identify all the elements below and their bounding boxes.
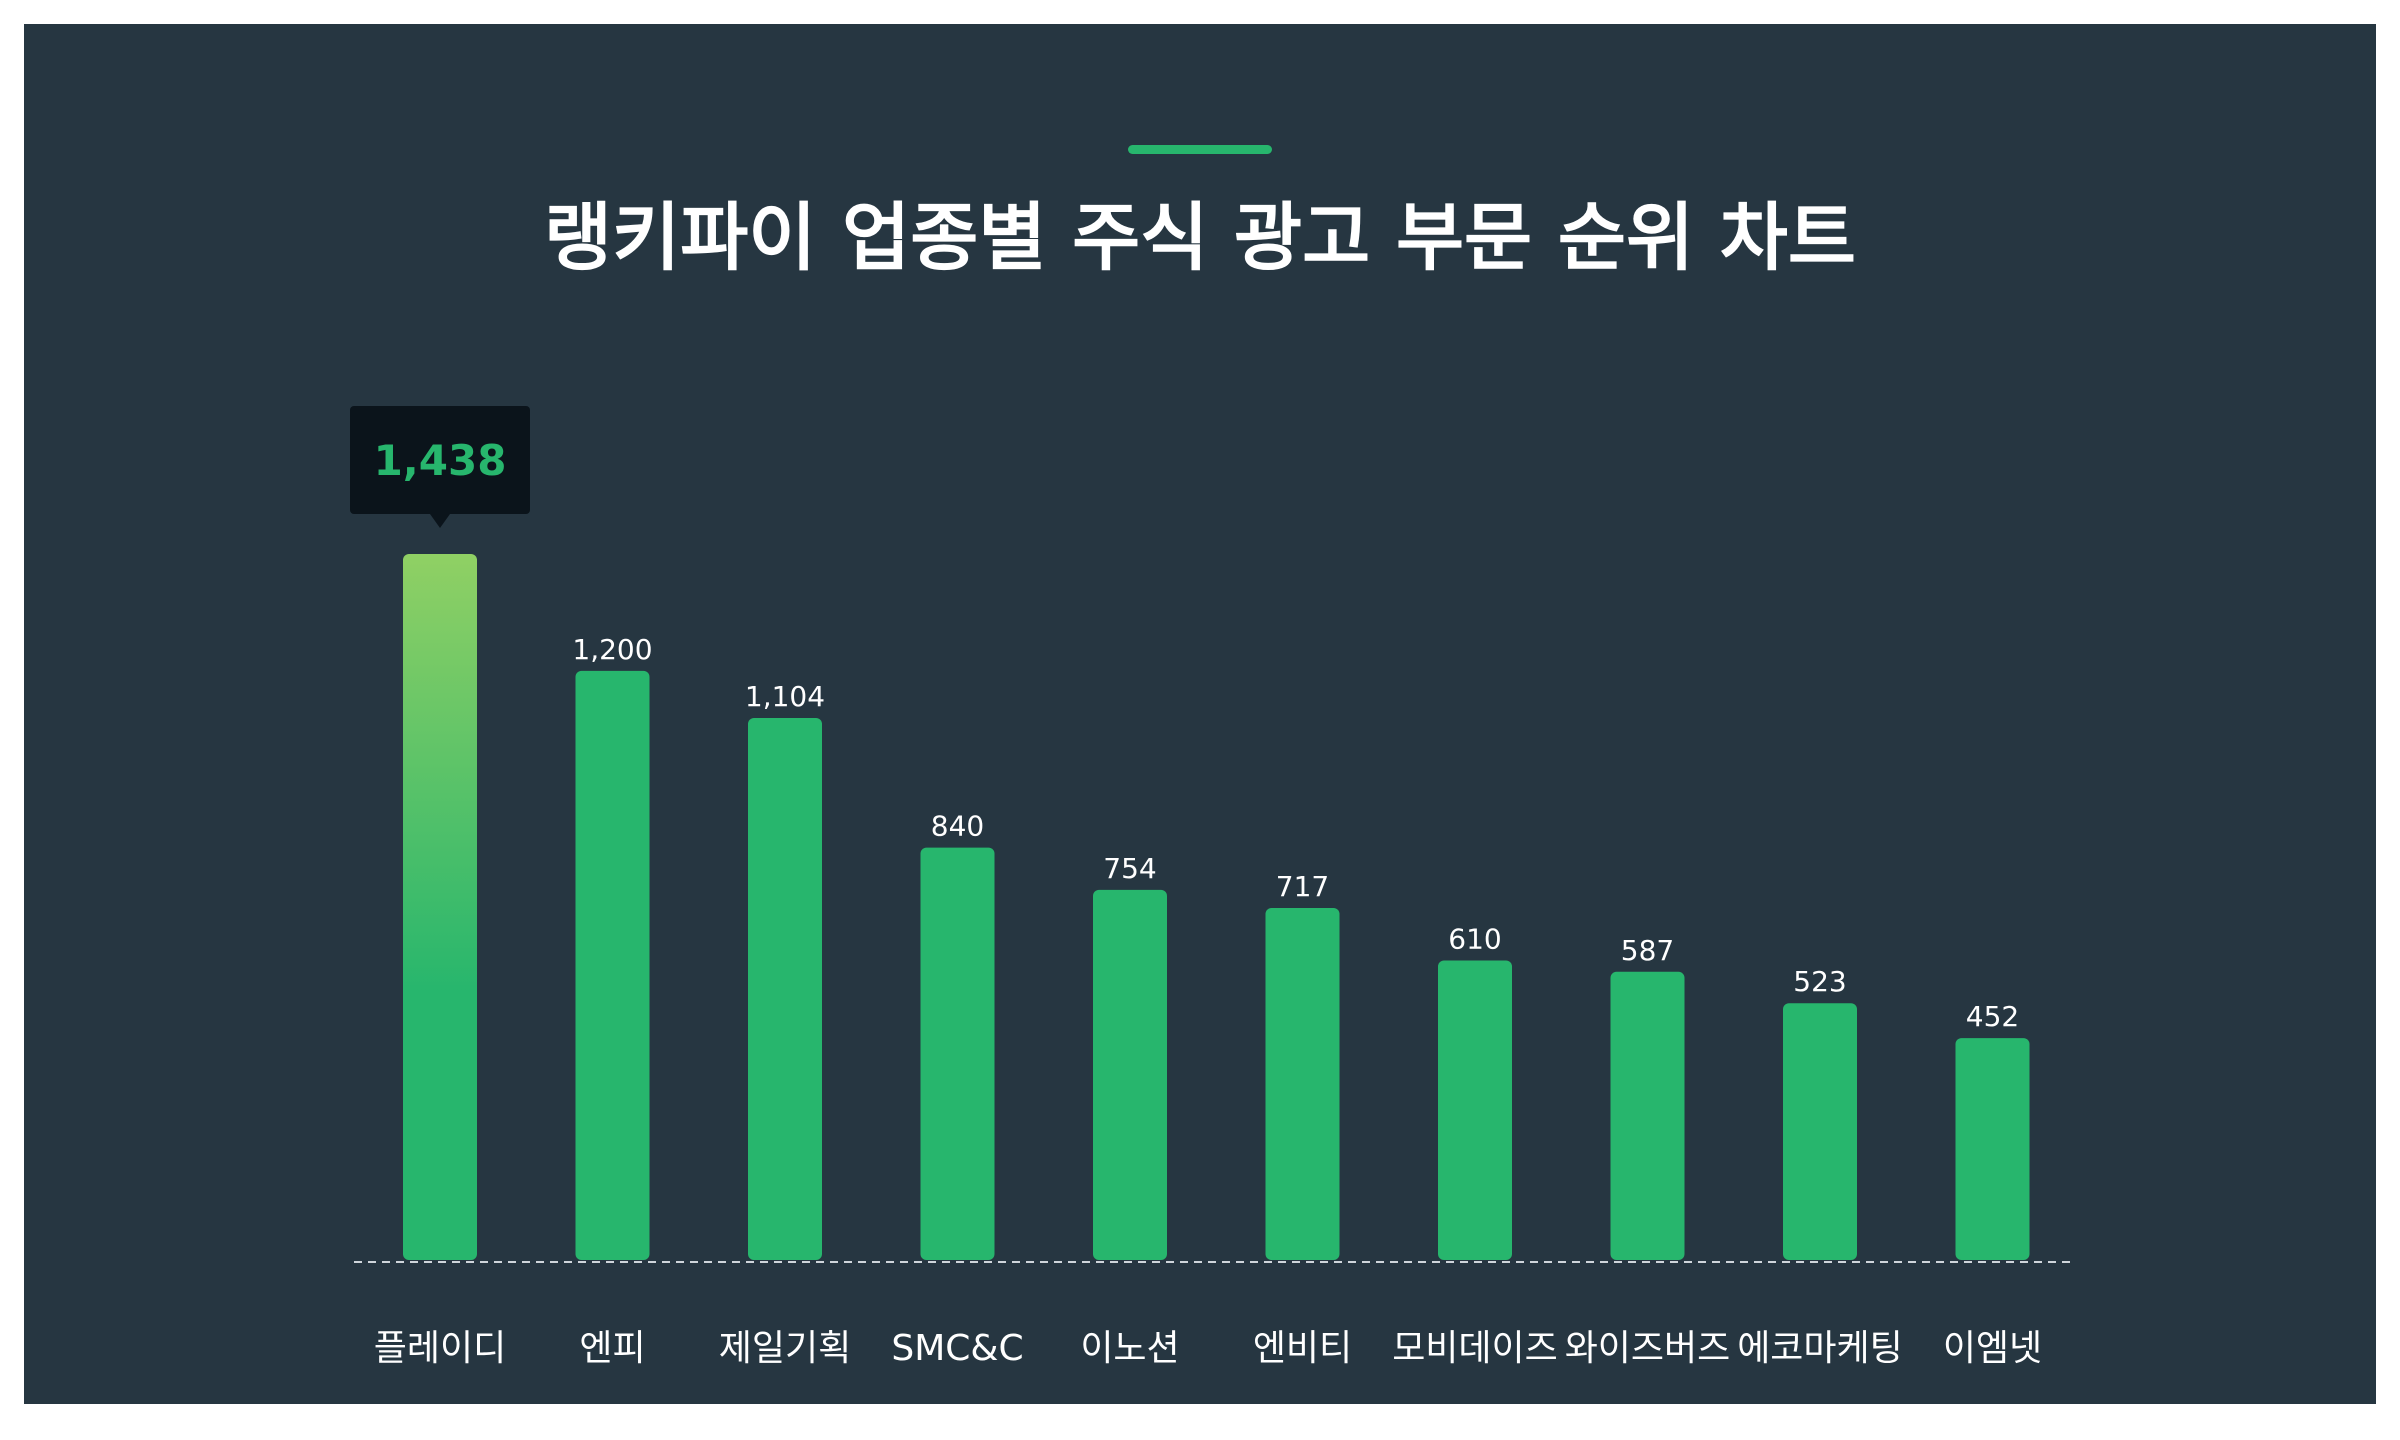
chart-panel: 랭키파이 업종별 주식 광고 부문 순위 차트 플레이디 1,438 엔피 1,200… bbox=[24, 24, 2376, 1404]
bar-chart: 플레이디 1,438 엔피 1,200 제일기획 1,104 SMC&C 840 이노션 754 엔… bbox=[350, 406, 2076, 1369]
category-label: 이엠넷 bbox=[1943, 1328, 2042, 1369]
bars-group: 플레이디 1,438 엔피 1,200 제일기획 1,104 SMC&C 840 이노션 754 엔… bbox=[350, 406, 2042, 1369]
category-label: SMC&C bbox=[891, 1328, 1023, 1369]
data-label: 1,104 bbox=[745, 680, 825, 713]
category-label: 엔피 bbox=[579, 1328, 645, 1369]
bar bbox=[1438, 960, 1512, 1260]
bar bbox=[1093, 889, 1167, 1260]
title-accent-line bbox=[1128, 145, 1272, 154]
bar bbox=[920, 847, 995, 1260]
category-label: 이노션 bbox=[1080, 1328, 1179, 1369]
data-label: 1,438 bbox=[374, 436, 507, 485]
value-tooltip bbox=[350, 406, 530, 514]
category-label: 와이즈버즈 bbox=[1565, 1328, 1731, 1369]
data-label: 717 bbox=[1276, 870, 1329, 903]
data-label: 754 bbox=[1103, 852, 1156, 885]
data-label: 610 bbox=[1448, 923, 1501, 956]
data-label: 523 bbox=[1793, 965, 1846, 998]
data-label: 840 bbox=[931, 810, 984, 843]
category-label: 엔비티 bbox=[1253, 1328, 1352, 1369]
bar bbox=[1610, 971, 1685, 1260]
bar bbox=[1265, 907, 1340, 1260]
category-label: 모비데이즈 bbox=[1392, 1328, 1558, 1369]
category-label: 플레이디 bbox=[374, 1328, 506, 1369]
bar bbox=[1783, 1003, 1857, 1260]
data-label: 452 bbox=[1966, 1000, 2019, 1033]
bar bbox=[1955, 1038, 2030, 1260]
data-label: 587 bbox=[1621, 934, 1674, 967]
category-label: 제일기획 bbox=[719, 1328, 851, 1369]
bar bbox=[403, 554, 477, 1260]
category-label: 에코마케팅 bbox=[1737, 1328, 1903, 1369]
bar bbox=[748, 717, 822, 1260]
chart-title: 랭키파이 업종별 주식 광고 부문 순위 차트 bbox=[544, 195, 1856, 281]
bar bbox=[575, 670, 650, 1260]
tooltip-pointer bbox=[430, 514, 450, 528]
data-label: 1,200 bbox=[572, 633, 652, 666]
